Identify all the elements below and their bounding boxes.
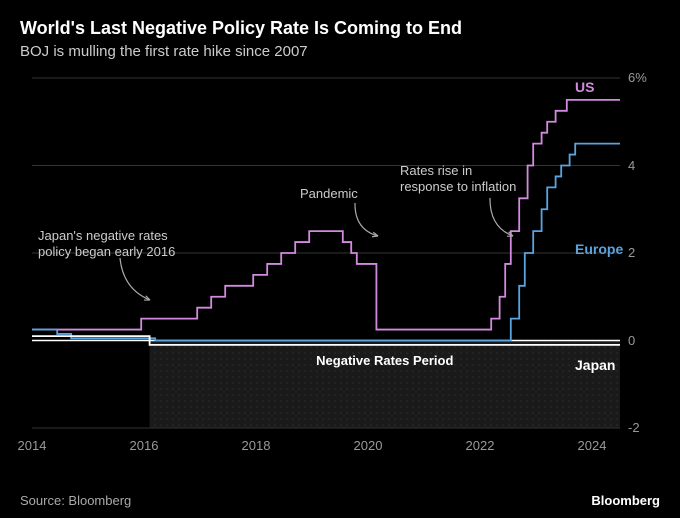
x-axis-label: 2024 xyxy=(578,438,607,453)
chart-title: World's Last Negative Policy Rate Is Com… xyxy=(20,18,660,39)
series-label-europe: Europe xyxy=(575,241,623,257)
annotation-arrow xyxy=(490,198,513,236)
series-label-japan: Japan xyxy=(575,357,615,373)
chart-plot-area: -2 0 2 4 6% 2014 2016 2018 2020 2022 2024 US Europe J… xyxy=(20,68,660,468)
series-us xyxy=(32,100,620,330)
negative-rates-label: Negative Rates Period xyxy=(316,353,453,368)
x-axis-label: 2014 xyxy=(18,438,47,453)
annotation-text: Pandemic xyxy=(300,186,358,202)
y-axis-label: 0 xyxy=(628,333,635,348)
x-axis-label: 2018 xyxy=(242,438,271,453)
brand-text: Bloomberg xyxy=(591,493,660,508)
y-axis-label: 2 xyxy=(628,245,635,260)
y-axis-label: -2 xyxy=(628,420,640,435)
x-axis-label: 2016 xyxy=(130,438,159,453)
y-axis-label: 6% xyxy=(628,70,647,85)
series-label-us: US xyxy=(575,79,594,95)
y-axis-label: 4 xyxy=(628,158,635,173)
chart-container: World's Last Negative Policy Rate Is Com… xyxy=(0,0,680,518)
annotation-text: Japan's negative ratespolicy began early… xyxy=(38,228,175,261)
annotation-arrow xyxy=(120,258,150,300)
annotation-arrow xyxy=(355,203,378,236)
annotation-text: Rates rise inresponse to inflation xyxy=(400,163,516,196)
chart-subtitle: BOJ is mulling the first rate hike since… xyxy=(20,43,660,60)
chart-svg xyxy=(20,68,660,468)
x-axis-label: 2020 xyxy=(354,438,383,453)
x-axis-label: 2022 xyxy=(466,438,495,453)
chart-footer: Source: Bloomberg Bloomberg xyxy=(20,493,660,508)
source-text: Source: Bloomberg xyxy=(20,493,131,508)
